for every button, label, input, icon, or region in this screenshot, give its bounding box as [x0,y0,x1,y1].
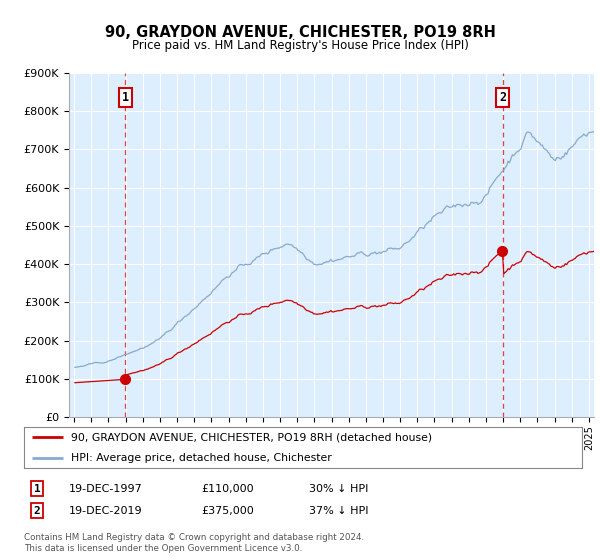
Text: 90, GRAYDON AVENUE, CHICHESTER, PO19 8RH (detached house): 90, GRAYDON AVENUE, CHICHESTER, PO19 8RH… [71,432,433,442]
Text: 30% ↓ HPI: 30% ↓ HPI [309,484,368,494]
Text: £375,000: £375,000 [201,506,254,516]
Text: Price paid vs. HM Land Registry's House Price Index (HPI): Price paid vs. HM Land Registry's House … [131,39,469,52]
Text: 1: 1 [122,91,128,104]
Text: 37% ↓ HPI: 37% ↓ HPI [309,506,368,516]
Text: 19-DEC-2019: 19-DEC-2019 [69,506,143,516]
Text: Contains HM Land Registry data © Crown copyright and database right 2024.
This d: Contains HM Land Registry data © Crown c… [24,533,364,553]
Text: 2: 2 [34,506,41,516]
Text: 2: 2 [499,91,506,104]
Text: 19-DEC-1997: 19-DEC-1997 [69,484,143,494]
Text: HPI: Average price, detached house, Chichester: HPI: Average price, detached house, Chic… [71,452,332,463]
Text: £110,000: £110,000 [201,484,254,494]
Text: 90, GRAYDON AVENUE, CHICHESTER, PO19 8RH: 90, GRAYDON AVENUE, CHICHESTER, PO19 8RH [104,25,496,40]
Text: 1: 1 [34,484,41,494]
